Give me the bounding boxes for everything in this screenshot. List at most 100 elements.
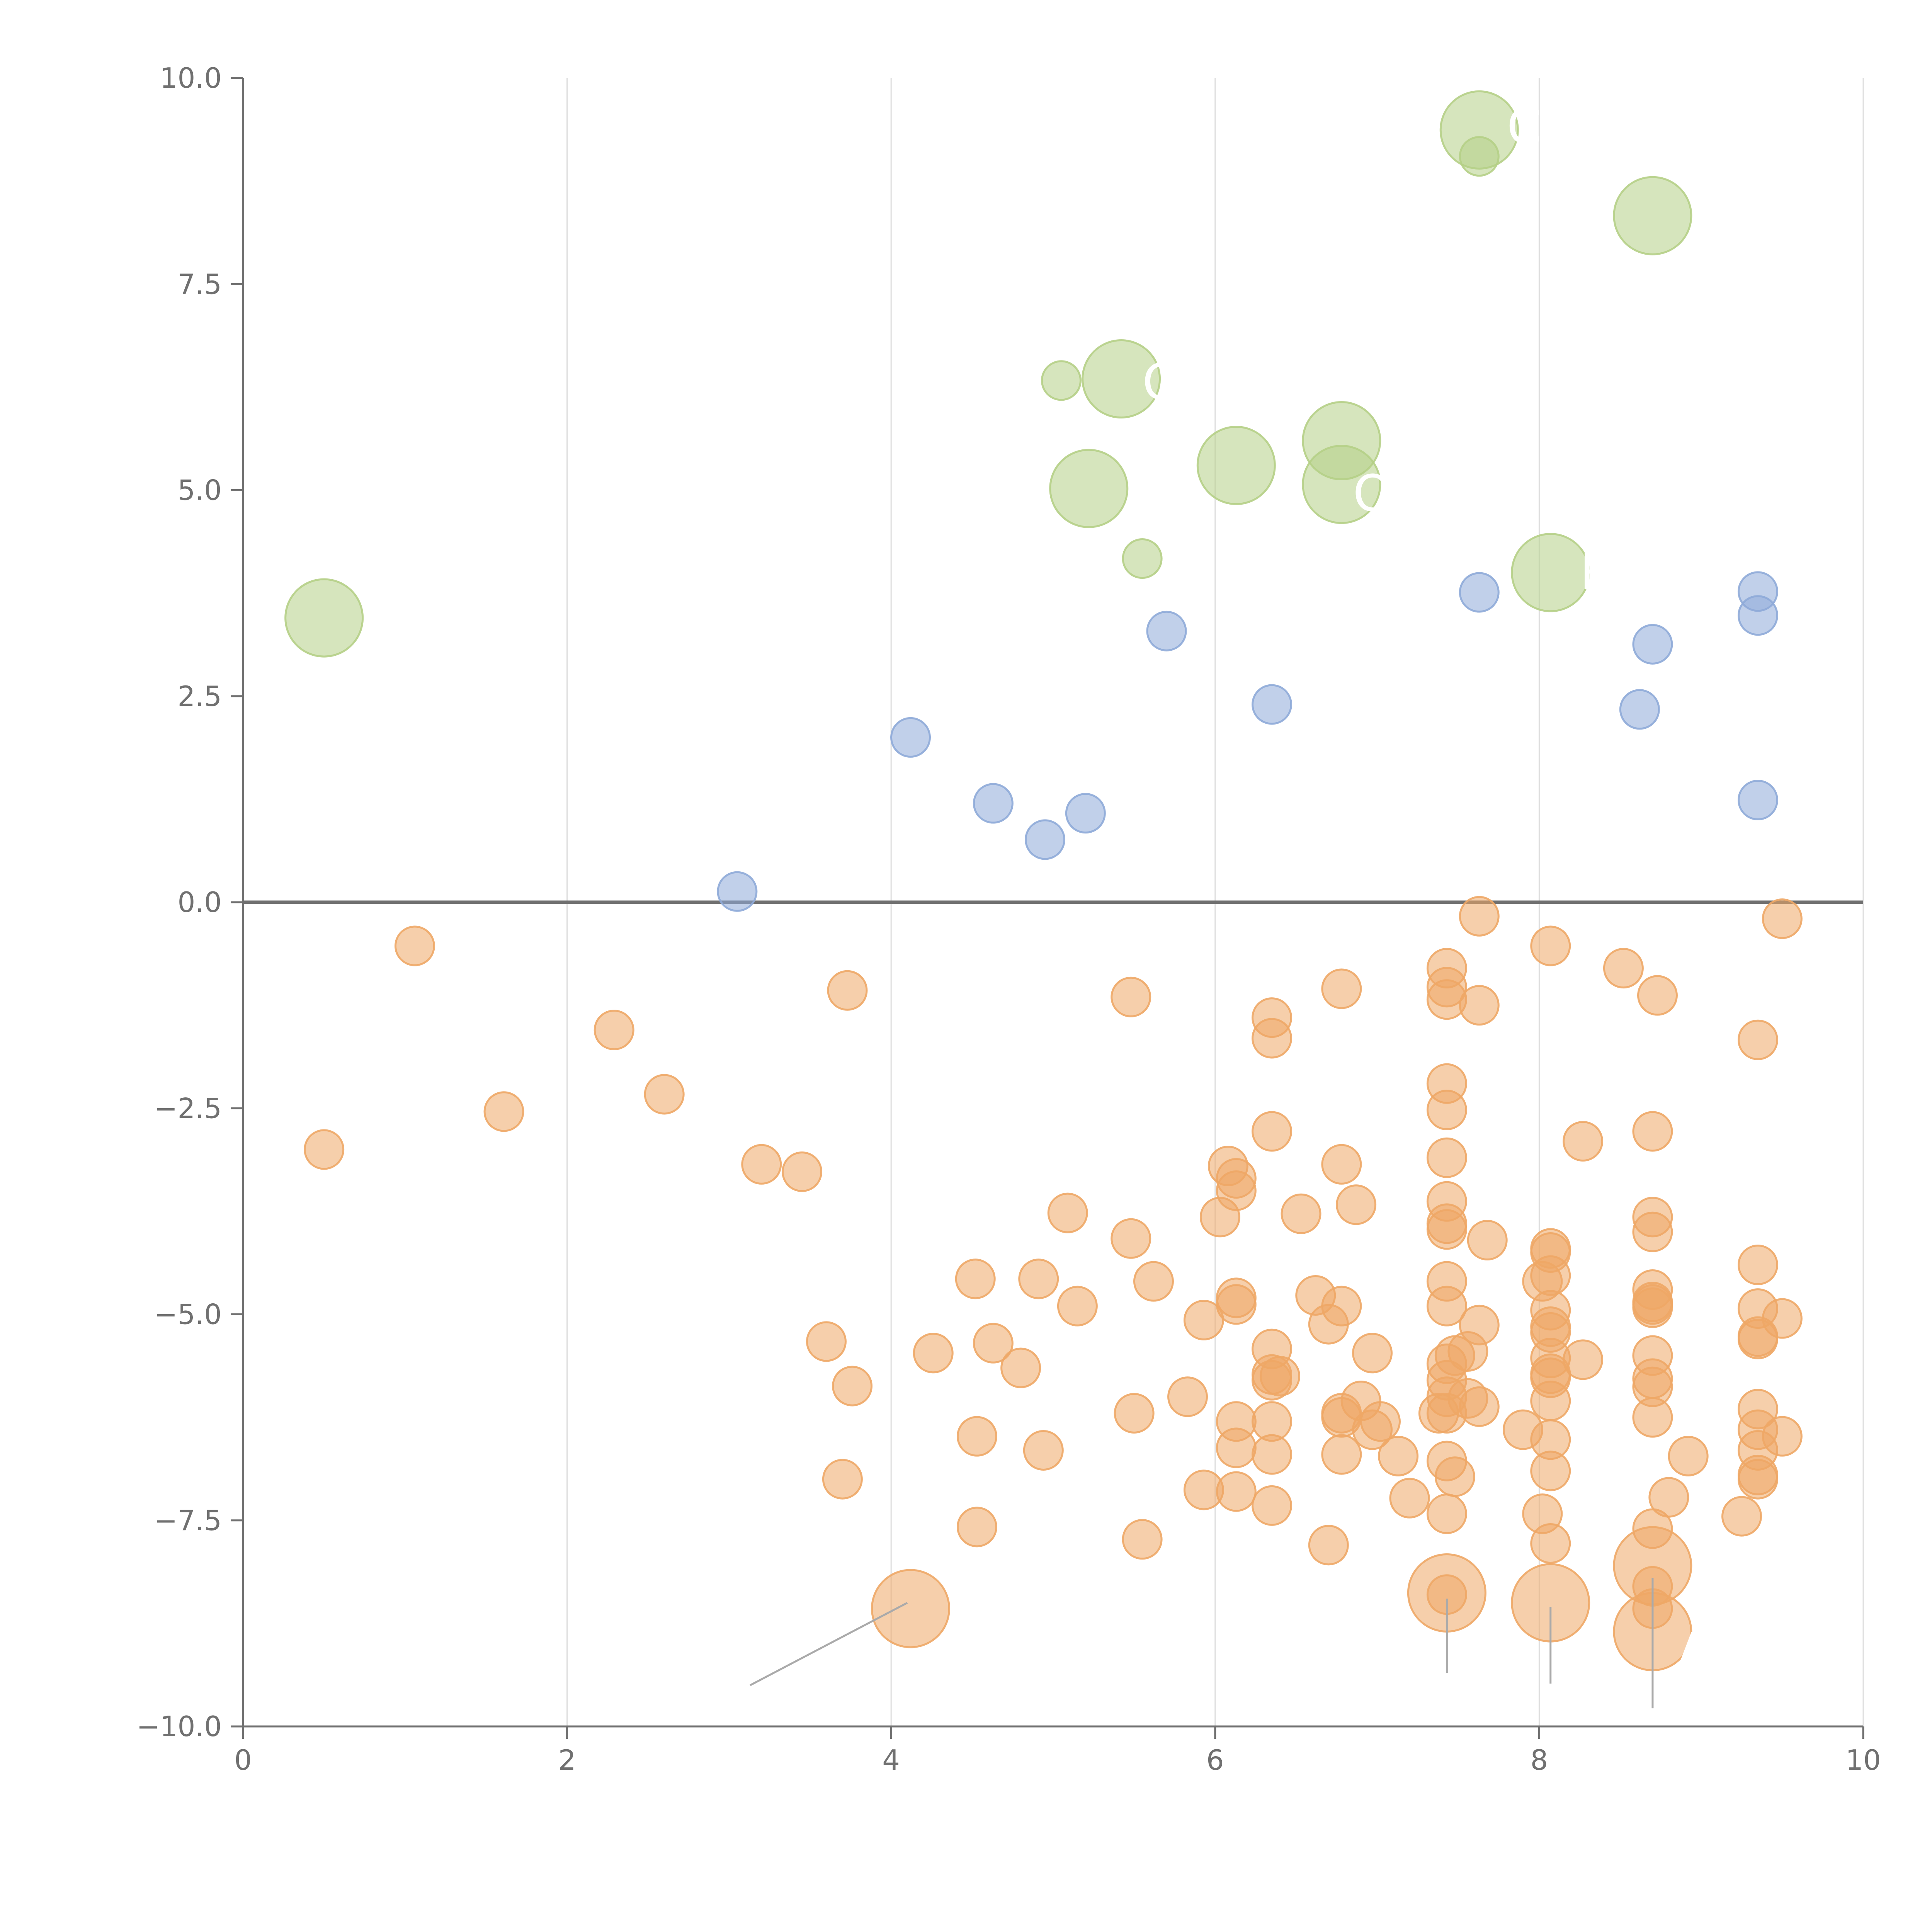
y-tick-label: −7.5 — [154, 1504, 222, 1537]
data-point — [1426, 1137, 1467, 1178]
data-point — [1613, 176, 1692, 255]
data-point — [1459, 1386, 1500, 1427]
y-tick-label: 10.0 — [160, 62, 222, 94]
y-tick-label: 5.0 — [177, 474, 222, 507]
data-point — [1049, 449, 1129, 528]
axes: 0 2 4 6 8 10 10.0 7.5 5.0 2.5 0.0 −2.5 −5.0 −7.5 −10.0 — [136, 62, 1881, 1776]
data-point — [1426, 1493, 1467, 1534]
data-point — [1321, 968, 1362, 1009]
data-point — [1721, 1496, 1762, 1537]
data-point — [1252, 1018, 1293, 1059]
data-point — [394, 925, 435, 966]
data-point — [1434, 1456, 1475, 1497]
leader-line — [750, 1602, 908, 1686]
data-point — [1737, 1019, 1778, 1060]
data-point — [890, 717, 931, 758]
x-tick-label: 8 — [1530, 1744, 1548, 1776]
data-point — [1737, 780, 1778, 821]
data-point — [1459, 896, 1500, 937]
data-point — [1047, 1192, 1088, 1233]
callout-labels: C C OX R A — [1142, 97, 1711, 1681]
data-point — [1122, 538, 1163, 579]
data-point — [1426, 1286, 1467, 1327]
data-point — [1637, 975, 1678, 1016]
data-point — [1196, 426, 1276, 505]
data-point — [1632, 1287, 1673, 1328]
data-point — [1467, 1220, 1508, 1261]
data-point — [483, 1091, 524, 1132]
data-point — [955, 1259, 996, 1299]
callout-label: A — [1677, 1622, 1711, 1681]
data-point — [913, 1333, 954, 1374]
data-point — [1252, 684, 1293, 725]
y-tick-label: −2.5 — [154, 1092, 222, 1124]
data-point — [1336, 1184, 1377, 1225]
data-point — [832, 1366, 873, 1406]
y-tick-label: 0.0 — [177, 886, 222, 918]
data-point — [1216, 1427, 1257, 1468]
data-point — [1216, 1471, 1257, 1512]
data-point — [1563, 1339, 1604, 1380]
data-point — [1122, 1519, 1163, 1560]
data-point — [1426, 1209, 1467, 1250]
data-point — [1632, 1397, 1673, 1438]
data-point — [1308, 1525, 1349, 1566]
callout-label: OX — [1353, 464, 1423, 523]
data-point — [717, 871, 758, 912]
data-point — [1281, 1193, 1321, 1234]
data-point — [1762, 1416, 1803, 1457]
y-tick-label: −10.0 — [136, 1710, 222, 1743]
data-point — [1603, 948, 1644, 989]
data-point — [956, 1416, 997, 1457]
data-point — [1216, 1170, 1257, 1211]
data-point — [1111, 976, 1151, 1017]
data-point — [1389, 1478, 1430, 1519]
data-point — [1737, 595, 1778, 636]
data-point — [1260, 1355, 1301, 1396]
data-point — [1668, 1435, 1709, 1476]
data-point — [1426, 1090, 1467, 1131]
data-point — [827, 970, 868, 1011]
data-point — [1360, 1401, 1401, 1442]
data-point — [1563, 1121, 1604, 1162]
data-point — [1459, 136, 1500, 177]
data-point — [1632, 624, 1673, 665]
data-point — [1459, 1304, 1500, 1345]
data-point — [1459, 985, 1500, 1026]
data-point — [1530, 1380, 1571, 1421]
data-point — [1378, 1435, 1419, 1476]
data-point — [1252, 1485, 1293, 1526]
data-point — [284, 578, 364, 658]
data-point — [956, 1507, 997, 1548]
y-tick-label: 7.5 — [177, 268, 222, 300]
x-tick-label: 6 — [1206, 1744, 1224, 1776]
data-point — [1737, 1459, 1778, 1500]
data-point — [1146, 611, 1187, 651]
data-point — [1252, 1111, 1293, 1152]
data-point — [973, 1323, 1014, 1364]
data-point — [1737, 1245, 1778, 1286]
data-point — [806, 1321, 847, 1362]
leader-lines — [750, 1578, 1654, 1709]
y-tick-label: 2.5 — [177, 680, 222, 713]
data-point — [973, 783, 1014, 824]
data-point — [644, 1074, 685, 1115]
data-point — [1025, 819, 1066, 860]
data-point — [1082, 339, 1161, 419]
data-point — [1321, 1286, 1362, 1327]
y-tick-label: −5.0 — [154, 1298, 222, 1331]
data-point — [1114, 1393, 1155, 1434]
data-point — [1000, 1347, 1041, 1388]
x-tick-label: 2 — [558, 1744, 576, 1776]
x-tick-label: 0 — [234, 1744, 252, 1776]
data-point — [782, 1151, 823, 1192]
data-point — [304, 1129, 345, 1170]
callout-label: C — [1142, 353, 1177, 412]
data-point — [1252, 1434, 1293, 1475]
data-point — [1352, 1333, 1393, 1374]
data-point — [1632, 1111, 1673, 1152]
data-point — [1183, 1299, 1224, 1340]
data-point — [1018, 1259, 1059, 1299]
data-point — [1216, 1284, 1257, 1325]
callout-label: C — [1507, 97, 1542, 156]
